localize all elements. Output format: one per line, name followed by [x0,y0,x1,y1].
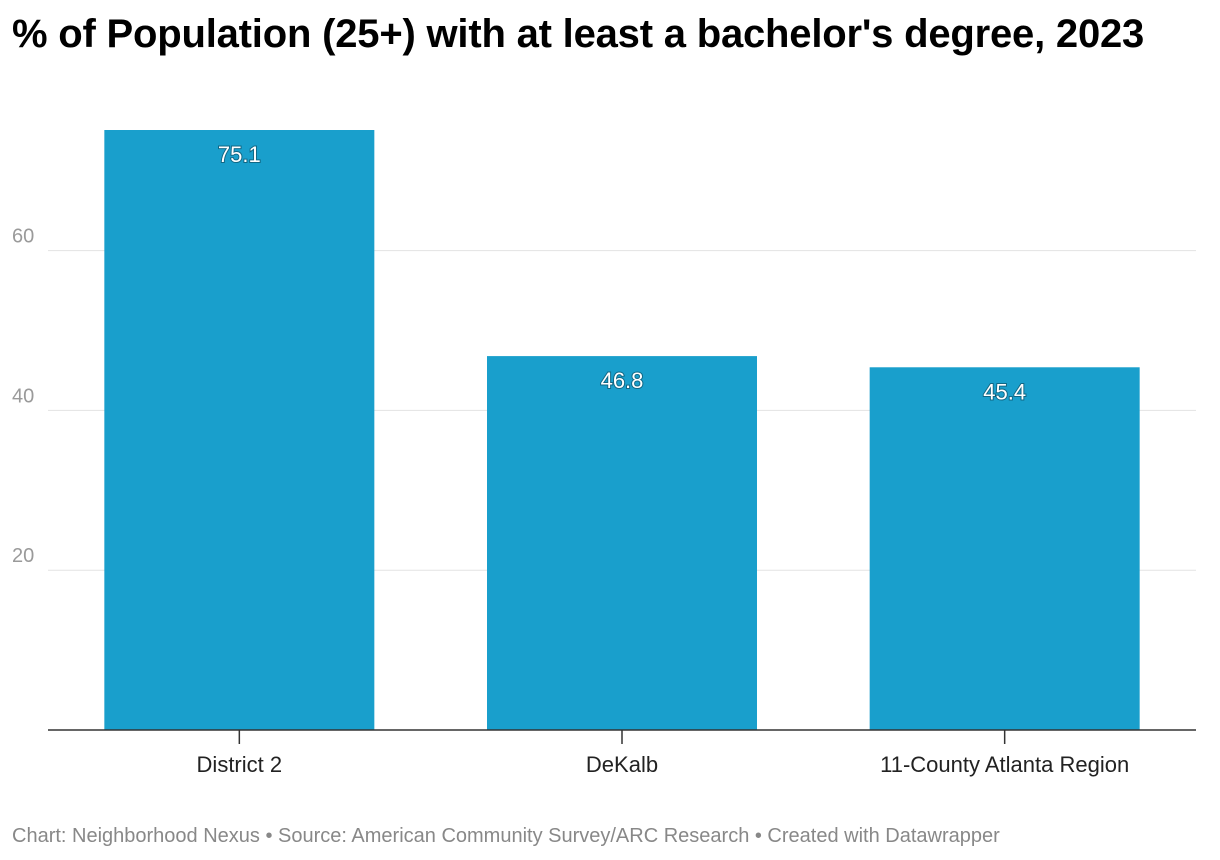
y-tick-label: 20 [12,545,34,567]
value-label: 75.1 [218,142,261,167]
category-label: DeKalb [586,752,658,777]
labels: 20 40 60 75.1 District 2 46.8 DeKalb 45.4 11-Cou… [12,141,1129,777]
chart-title: % of Population (25+) with at least a ba… [12,12,1145,56]
y-tick-label: 40 [12,385,34,407]
bars [104,130,1140,730]
bar [487,356,757,730]
y-tick-label: 60 [12,226,34,248]
category-label: District 2 [197,752,283,777]
bar [869,367,1140,730]
bar [104,130,375,730]
value-label: 45.4 [983,379,1026,404]
category-label: 11-County Atlanta Region [880,752,1129,777]
chart-footer: Chart: Neighborhood Nexus • Source: Amer… [12,825,1000,847]
x-axis [48,729,1196,744]
value-label: 46.8 [601,368,644,393]
